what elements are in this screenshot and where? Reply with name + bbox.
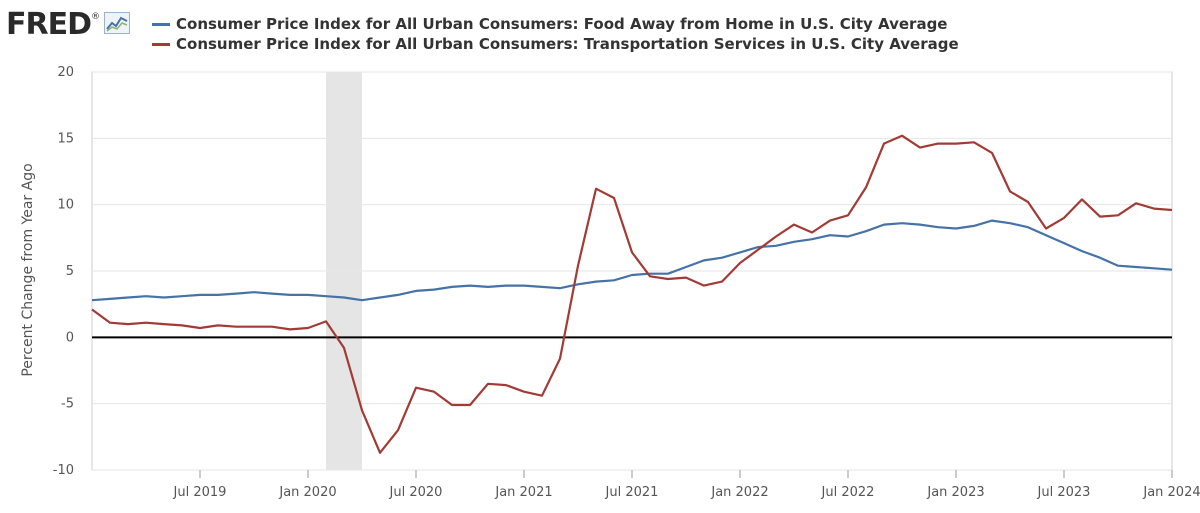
y-tick-label: 15	[57, 131, 74, 146]
x-tick-label: Jul 2020	[389, 485, 443, 500]
x-tick-label: Jul 2023	[1037, 485, 1091, 500]
legend-label-food: Consumer Price Index for All Urban Consu…	[176, 15, 948, 33]
x-tick-label: Jan 2023	[926, 485, 984, 500]
y-tick-label: 20	[57, 65, 74, 80]
legend-label-transport: Consumer Price Index for All Urban Consu…	[176, 35, 959, 53]
x-tick-label: Jul 2022	[821, 485, 875, 500]
x-tick-label: Jan 2021	[494, 485, 552, 500]
y-tick-label: 5	[66, 264, 74, 279]
registered-mark: ®	[91, 12, 100, 22]
legend-swatch-blue	[152, 22, 170, 26]
x-tick-label: Jan 2024	[1142, 485, 1200, 500]
y-tick-label: -5	[61, 397, 74, 412]
x-tick-label: Jul 2021	[605, 485, 659, 500]
fred-logo: FRED ®	[6, 10, 130, 40]
series-line-food-away	[91, 219, 1173, 302]
x-tick-label: Jul 2019	[173, 485, 227, 500]
legend-entry-transport: Consumer Price Index for All Urban Consu…	[152, 34, 959, 54]
x-tick-label: Jan 2022	[710, 485, 768, 500]
y-tick-label: -10	[53, 463, 74, 478]
y-tick-label: 0	[66, 330, 74, 345]
chart-legend: Consumer Price Index for All Urban Consu…	[152, 14, 959, 54]
legend-swatch-red	[152, 42, 170, 46]
legend-entry-food: Consumer Price Index for All Urban Consu…	[152, 14, 959, 34]
fred-chart-icon	[104, 12, 130, 38]
x-tick-label: Jan 2020	[278, 485, 336, 500]
fred-logo-text: FRED	[6, 7, 92, 42]
series-line-transportation	[91, 134, 1173, 454]
y-tick-label: 10	[57, 198, 74, 213]
